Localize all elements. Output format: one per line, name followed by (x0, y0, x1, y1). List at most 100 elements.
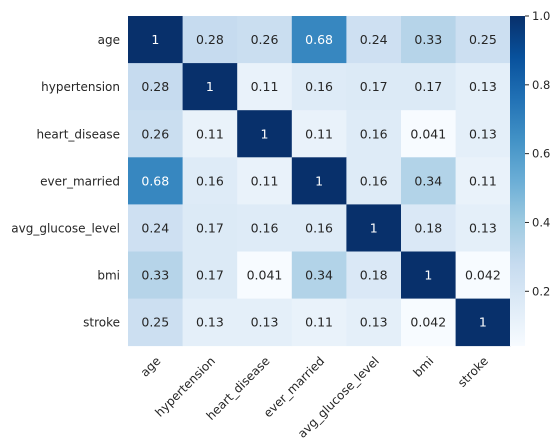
colorbar: 0.2 0.4 0.6 0.8 1.0 (510, 9, 550, 346)
heatmap-cell-ever-married-hypertension (182, 157, 238, 205)
cell-value-label: 0.33 (141, 268, 169, 283)
heatmap-cell-avg-glucose-level-age (128, 204, 183, 252)
heatmap-cell-avg-glucose-level-hypertension (182, 204, 238, 252)
cell-value-label: 0.33 (414, 32, 442, 47)
cell-value-label: 0.11 (251, 79, 279, 94)
cell-value-label: 0.26 (141, 126, 169, 141)
cell-value-label: 1 (479, 315, 487, 330)
heatmap-cell-heart-disease-age (128, 110, 183, 158)
heatmap-cell-stroke-ever-married (291, 298, 347, 347)
cell-value-label: 0.17 (196, 268, 224, 283)
heatmap-cell-ever-married-ever-married (291, 157, 347, 205)
heatmap-cell-hypertension-stroke (455, 63, 511, 111)
row-label-age: age (98, 33, 120, 47)
heatmap-cell-stroke-hypertension (182, 298, 238, 347)
colorbar-tick-label: 1.0 (532, 9, 550, 23)
cell-value-label: 0.11 (305, 315, 333, 330)
cell-value-label: 0.13 (251, 315, 279, 330)
heatmap-cell-avg-glucose-level-avg-glucose-level (346, 204, 402, 252)
heatmap-cell-hypertension-age (128, 63, 183, 111)
heatmap-cell-bmi-bmi (401, 251, 456, 299)
heatmap-cell-hypertension-heart-disease (237, 63, 293, 111)
row-label-avg-glucose-level: avg_glucose_level (11, 221, 120, 235)
heatmap-cell-stroke-bmi (401, 298, 456, 347)
heatmap-cell-age-bmi (401, 16, 456, 64)
heatmap-cell-ever-married-bmi (401, 157, 456, 205)
heatmap-cell-stroke-age (128, 298, 183, 347)
cell-value-label: 0.13 (196, 315, 224, 330)
cell-value-label: 0.13 (469, 79, 497, 94)
cell-value-label: 0.34 (414, 173, 442, 188)
heatmap-cell-ever-married-heart-disease (237, 157, 293, 205)
colorbar-tick-label: 0.2 (532, 284, 550, 298)
heatmap-cell-age-stroke (455, 16, 511, 64)
row-label-stroke: stroke (83, 316, 120, 330)
heatmap-cell-ever-married-avg-glucose-level (346, 157, 402, 205)
cell-value-label: 1 (424, 268, 432, 283)
cell-value-label: 0.041 (247, 268, 283, 283)
heatmap-cell-age-age (128, 16, 183, 64)
heatmap-cell-avg-glucose-level-heart-disease (237, 204, 293, 252)
cell-value-label: 0.16 (251, 220, 279, 235)
row-tick-labels: age hypertension heart_disease ever_married… (11, 33, 120, 330)
column-tick-labels: agehypertensionheart_diseaseever_married… (138, 354, 491, 441)
cell-value-label: 0.26 (251, 32, 279, 47)
cell-value-label: 0.17 (196, 220, 224, 235)
heatmap-cell-heart-disease-hypertension (182, 110, 238, 158)
heatmap-cell-age-heart-disease (237, 16, 293, 64)
heatmap-cell-bmi-age (128, 251, 183, 299)
cell-value-label: 0.34 (305, 268, 333, 283)
cell-value-label: 0.17 (360, 79, 388, 94)
row-label-heart-disease: heart_disease (36, 127, 120, 141)
cell-value-label: 0.13 (360, 315, 388, 330)
cell-value-label: 0.11 (196, 126, 224, 141)
cell-value-label: 0.24 (360, 32, 388, 47)
cell-value-label: 0.25 (469, 32, 497, 47)
cell-value-label: 0.16 (305, 220, 333, 235)
heatmap-cell-avg-glucose-level-ever-married (291, 204, 347, 252)
heatmap-cell-age-hypertension (182, 16, 238, 64)
cell-value-label: 0.16 (196, 173, 224, 188)
heatmap-cell-age-avg-glucose-level (346, 16, 402, 64)
column-label-stroke: stroke (455, 354, 491, 390)
heatmap-cell-heart-disease-avg-glucose-level (346, 110, 402, 158)
heatmap-cells: 1 0.28 0.26 0.68 0.24 0.33 0.25 0.28 1 0.11 0.16 0.… (128, 16, 511, 347)
heatmap-cell-ever-married-stroke (455, 157, 511, 205)
colorbar-tick-label: 0.8 (532, 78, 550, 92)
cell-value-label: 0.68 (305, 32, 333, 47)
colorbar-tick-label: 0.4 (532, 215, 550, 229)
heatmap-cell-avg-glucose-level-bmi (401, 204, 456, 252)
cell-value-label: 0.11 (469, 173, 497, 188)
cell-value-label: 0.18 (414, 220, 442, 235)
heatmap-cell-bmi-avg-glucose-level (346, 251, 402, 299)
cell-value-label: 0.041 (410, 126, 446, 141)
row-label-ever-married: ever_married (40, 174, 120, 188)
heatmap-cell-bmi-stroke (455, 251, 511, 299)
cell-value-label: 1 (370, 220, 378, 235)
heatmap-cell-heart-disease-bmi (401, 110, 456, 158)
cell-value-label: 0.18 (360, 268, 388, 283)
cell-value-label: 1 (261, 126, 269, 141)
heatmap-cell-heart-disease-ever-married (291, 110, 347, 158)
cell-value-label: 0.28 (196, 32, 224, 47)
heatmap-cell-bmi-hypertension (182, 251, 238, 299)
column-label-bmi: bmi (411, 354, 437, 380)
heatmap-cell-avg-glucose-level-stroke (455, 204, 511, 252)
heatmap-cell-hypertension-avg-glucose-level (346, 63, 402, 111)
heatmap-cell-stroke-heart-disease (237, 298, 293, 347)
heatmap-cell-hypertension-hypertension (182, 63, 238, 111)
cell-value-label: 0.28 (141, 79, 169, 94)
heatmap-cell-hypertension-ever-married (291, 63, 347, 111)
heatmap-cell-stroke-avg-glucose-level (346, 298, 402, 347)
heatmap-cell-heart-disease-stroke (455, 110, 511, 158)
heatmap-cell-heart-disease-heart-disease (237, 110, 293, 158)
cell-value-label: 0.11 (251, 173, 279, 188)
heatmap-cell-stroke-stroke (455, 298, 511, 347)
cell-value-label: 0.13 (469, 220, 497, 235)
cell-value-label: 1 (206, 79, 214, 94)
cell-value-label: 0.16 (305, 79, 333, 94)
colorbar-tick-label: 0.6 (532, 147, 550, 161)
cell-value-label: 0.17 (414, 79, 442, 94)
